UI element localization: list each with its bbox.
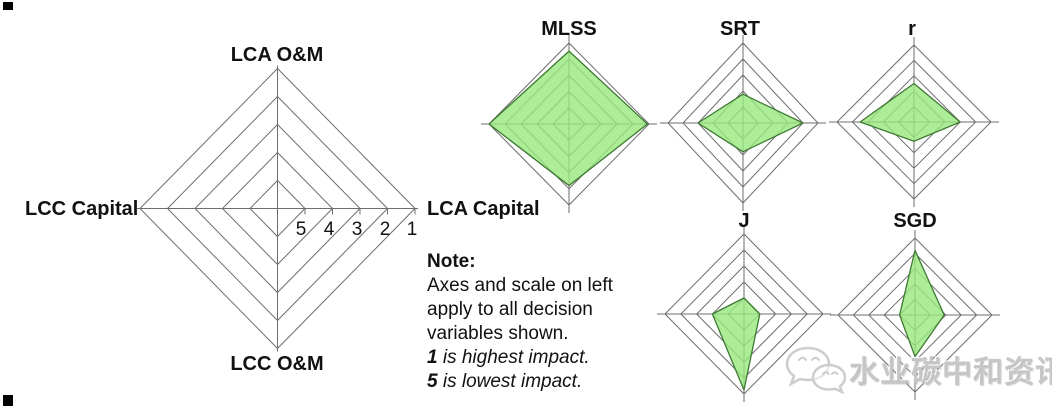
note-line-2: apply to all decision bbox=[427, 299, 593, 320]
mini-chart-title-sgd: SGD bbox=[893, 210, 937, 232]
note-emphasis-2: 5 is lowest impact. bbox=[427, 371, 583, 392]
scale-tick-2: 2 bbox=[379, 219, 391, 240]
note-line-3: variables shown. bbox=[427, 323, 569, 344]
note-line-1: Axes and scale on left bbox=[427, 275, 613, 296]
corner-mark-top-left bbox=[3, 2, 13, 10]
note-emphasis-1: 1 is highest impact. bbox=[427, 347, 590, 368]
corner-mark-bottom-left bbox=[3, 395, 13, 406]
mini-chart-title-srt: SRT bbox=[720, 18, 760, 40]
axis-label-lca-capital: LCA Capital bbox=[427, 198, 540, 220]
note-block: Note: Axes and scale on left apply to al… bbox=[427, 250, 637, 394]
mini-chart-title-r: r bbox=[908, 18, 916, 40]
scale-tick-1: 1 bbox=[406, 219, 418, 240]
scale-tick-3: 3 bbox=[351, 219, 363, 240]
axis-label-lca-om: LCA O&M bbox=[230, 44, 324, 66]
axis-label-lcc-om: LCC O&M bbox=[230, 353, 324, 375]
scale-tick-4: 4 bbox=[323, 219, 335, 240]
note-title: Note: bbox=[427, 251, 476, 272]
axis-label-lcc-capital: LCC Capital bbox=[25, 198, 139, 220]
mini-chart-title-mlss: MLSS bbox=[541, 18, 597, 40]
mini-chart-title-j: J bbox=[738, 210, 750, 232]
watermark-text: 水业碳中和资讯 bbox=[849, 356, 1052, 389]
scale-tick-5: 5 bbox=[295, 219, 307, 240]
wechat-logo-icon bbox=[785, 346, 847, 395]
